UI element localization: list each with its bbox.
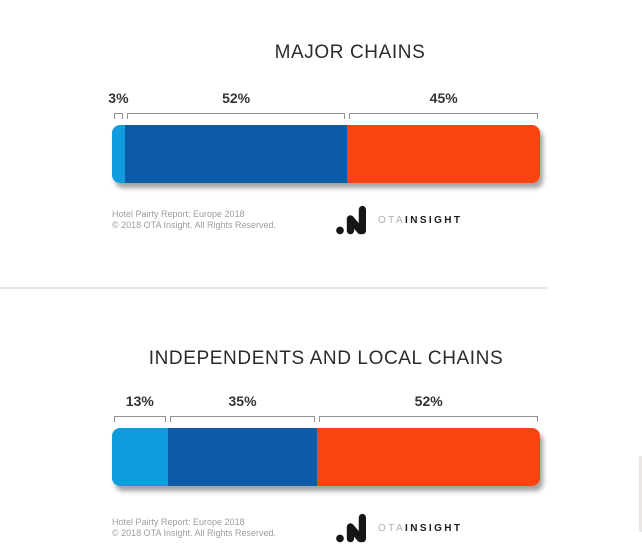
scrollbar-artifact xyxy=(639,456,642,532)
segment-annotation: 3% xyxy=(108,91,129,119)
credits-line-1: Hotel Pairty Report: Europe 2018 xyxy=(112,517,245,527)
ota-insight-logo-text: OTAINSIGHT xyxy=(378,523,462,534)
bar-segment-light-blue xyxy=(112,428,168,486)
ota-insight-logo-mark-icon xyxy=(336,513,367,543)
chart-area: 13% 35% 52% Hotel Pairty Report: Europe … xyxy=(112,394,540,544)
segment-annotation: 52% xyxy=(317,394,540,422)
bar-segment-light-blue xyxy=(112,125,125,183)
segment-annotation: 52% xyxy=(125,91,348,119)
credits-line-1: Hotel Pairty Report: Europe 2018 xyxy=(112,209,245,219)
credits: Hotel Pairty Report: Europe 2018 © 2018 … xyxy=(112,517,335,539)
segment-bracket xyxy=(349,113,538,119)
segment-bracket xyxy=(126,113,346,119)
independents-local-chains-section: INDEPENDENTS AND LOCAL CHAINS 13% 35% 52… xyxy=(0,289,642,560)
bar-segment-orange xyxy=(317,428,540,486)
chart-footer: Hotel Pairty Report: Europe 2018 © 2018 … xyxy=(112,205,540,236)
stacked-bar xyxy=(112,428,540,486)
segment-annotation: 13% xyxy=(112,394,168,422)
stacked-bar xyxy=(112,125,540,183)
logo-insight-word: INSIGHT xyxy=(405,522,463,534)
major-chains-section: MAJOR CHAINS 3% 52% 45% Hotel Pairty Rep xyxy=(108,42,540,236)
ota-insight-logo: OTAINSIGHT xyxy=(335,512,462,544)
segment-bracket xyxy=(114,113,123,119)
chart-area: 3% 52% 45% Hotel Pairty Report: Europe 2… xyxy=(108,91,540,236)
segment-annotation: 35% xyxy=(168,394,318,422)
segment-value-label: 45% xyxy=(429,90,458,106)
credits-line-2: © 2018 OTA Insight. All Rights Reserved. xyxy=(112,528,277,538)
bar-segment-dark-blue xyxy=(124,125,348,183)
logo-insight-word: INSIGHT xyxy=(405,214,463,226)
segment-value-label: 13% xyxy=(125,393,154,409)
segment-label-row: 3% 52% 45% xyxy=(108,91,540,119)
credits: Hotel Pairty Report: Europe 2018 © 2018 … xyxy=(112,209,335,231)
segment-value-label: 52% xyxy=(414,393,443,409)
segment-value-label: 52% xyxy=(222,90,251,106)
section-divider xyxy=(0,287,547,289)
segment-bracket xyxy=(114,416,166,422)
segment-bracket xyxy=(169,416,316,422)
segment-value-label: 35% xyxy=(228,393,257,409)
ota-insight-logo-text: OTAINSIGHT xyxy=(378,215,462,226)
ota-insight-logo: OTAINSIGHT xyxy=(335,204,462,236)
chart-footer: Hotel Pairty Report: Europe 2018 © 2018 … xyxy=(112,513,540,544)
credits-line-2: © 2018 OTA Insight. All Rights Reserved. xyxy=(112,220,277,230)
logo-ota-word: OTA xyxy=(378,522,406,534)
bar-segment-orange xyxy=(347,125,540,183)
ota-insight-logo-mark-icon xyxy=(336,205,367,235)
segment-annotation: 45% xyxy=(347,91,540,119)
segment-bracket xyxy=(319,416,538,422)
segment-label-row: 13% 35% 52% xyxy=(112,394,540,422)
chart-title-independents: INDEPENDENTS AND LOCAL CHAINS xyxy=(148,348,504,369)
segment-value-label: 3% xyxy=(108,90,129,106)
logo-ota-word: OTA xyxy=(378,214,406,226)
bar-segment-dark-blue xyxy=(167,428,318,486)
chart-title-major-chains: MAJOR CHAINS xyxy=(274,42,426,63)
